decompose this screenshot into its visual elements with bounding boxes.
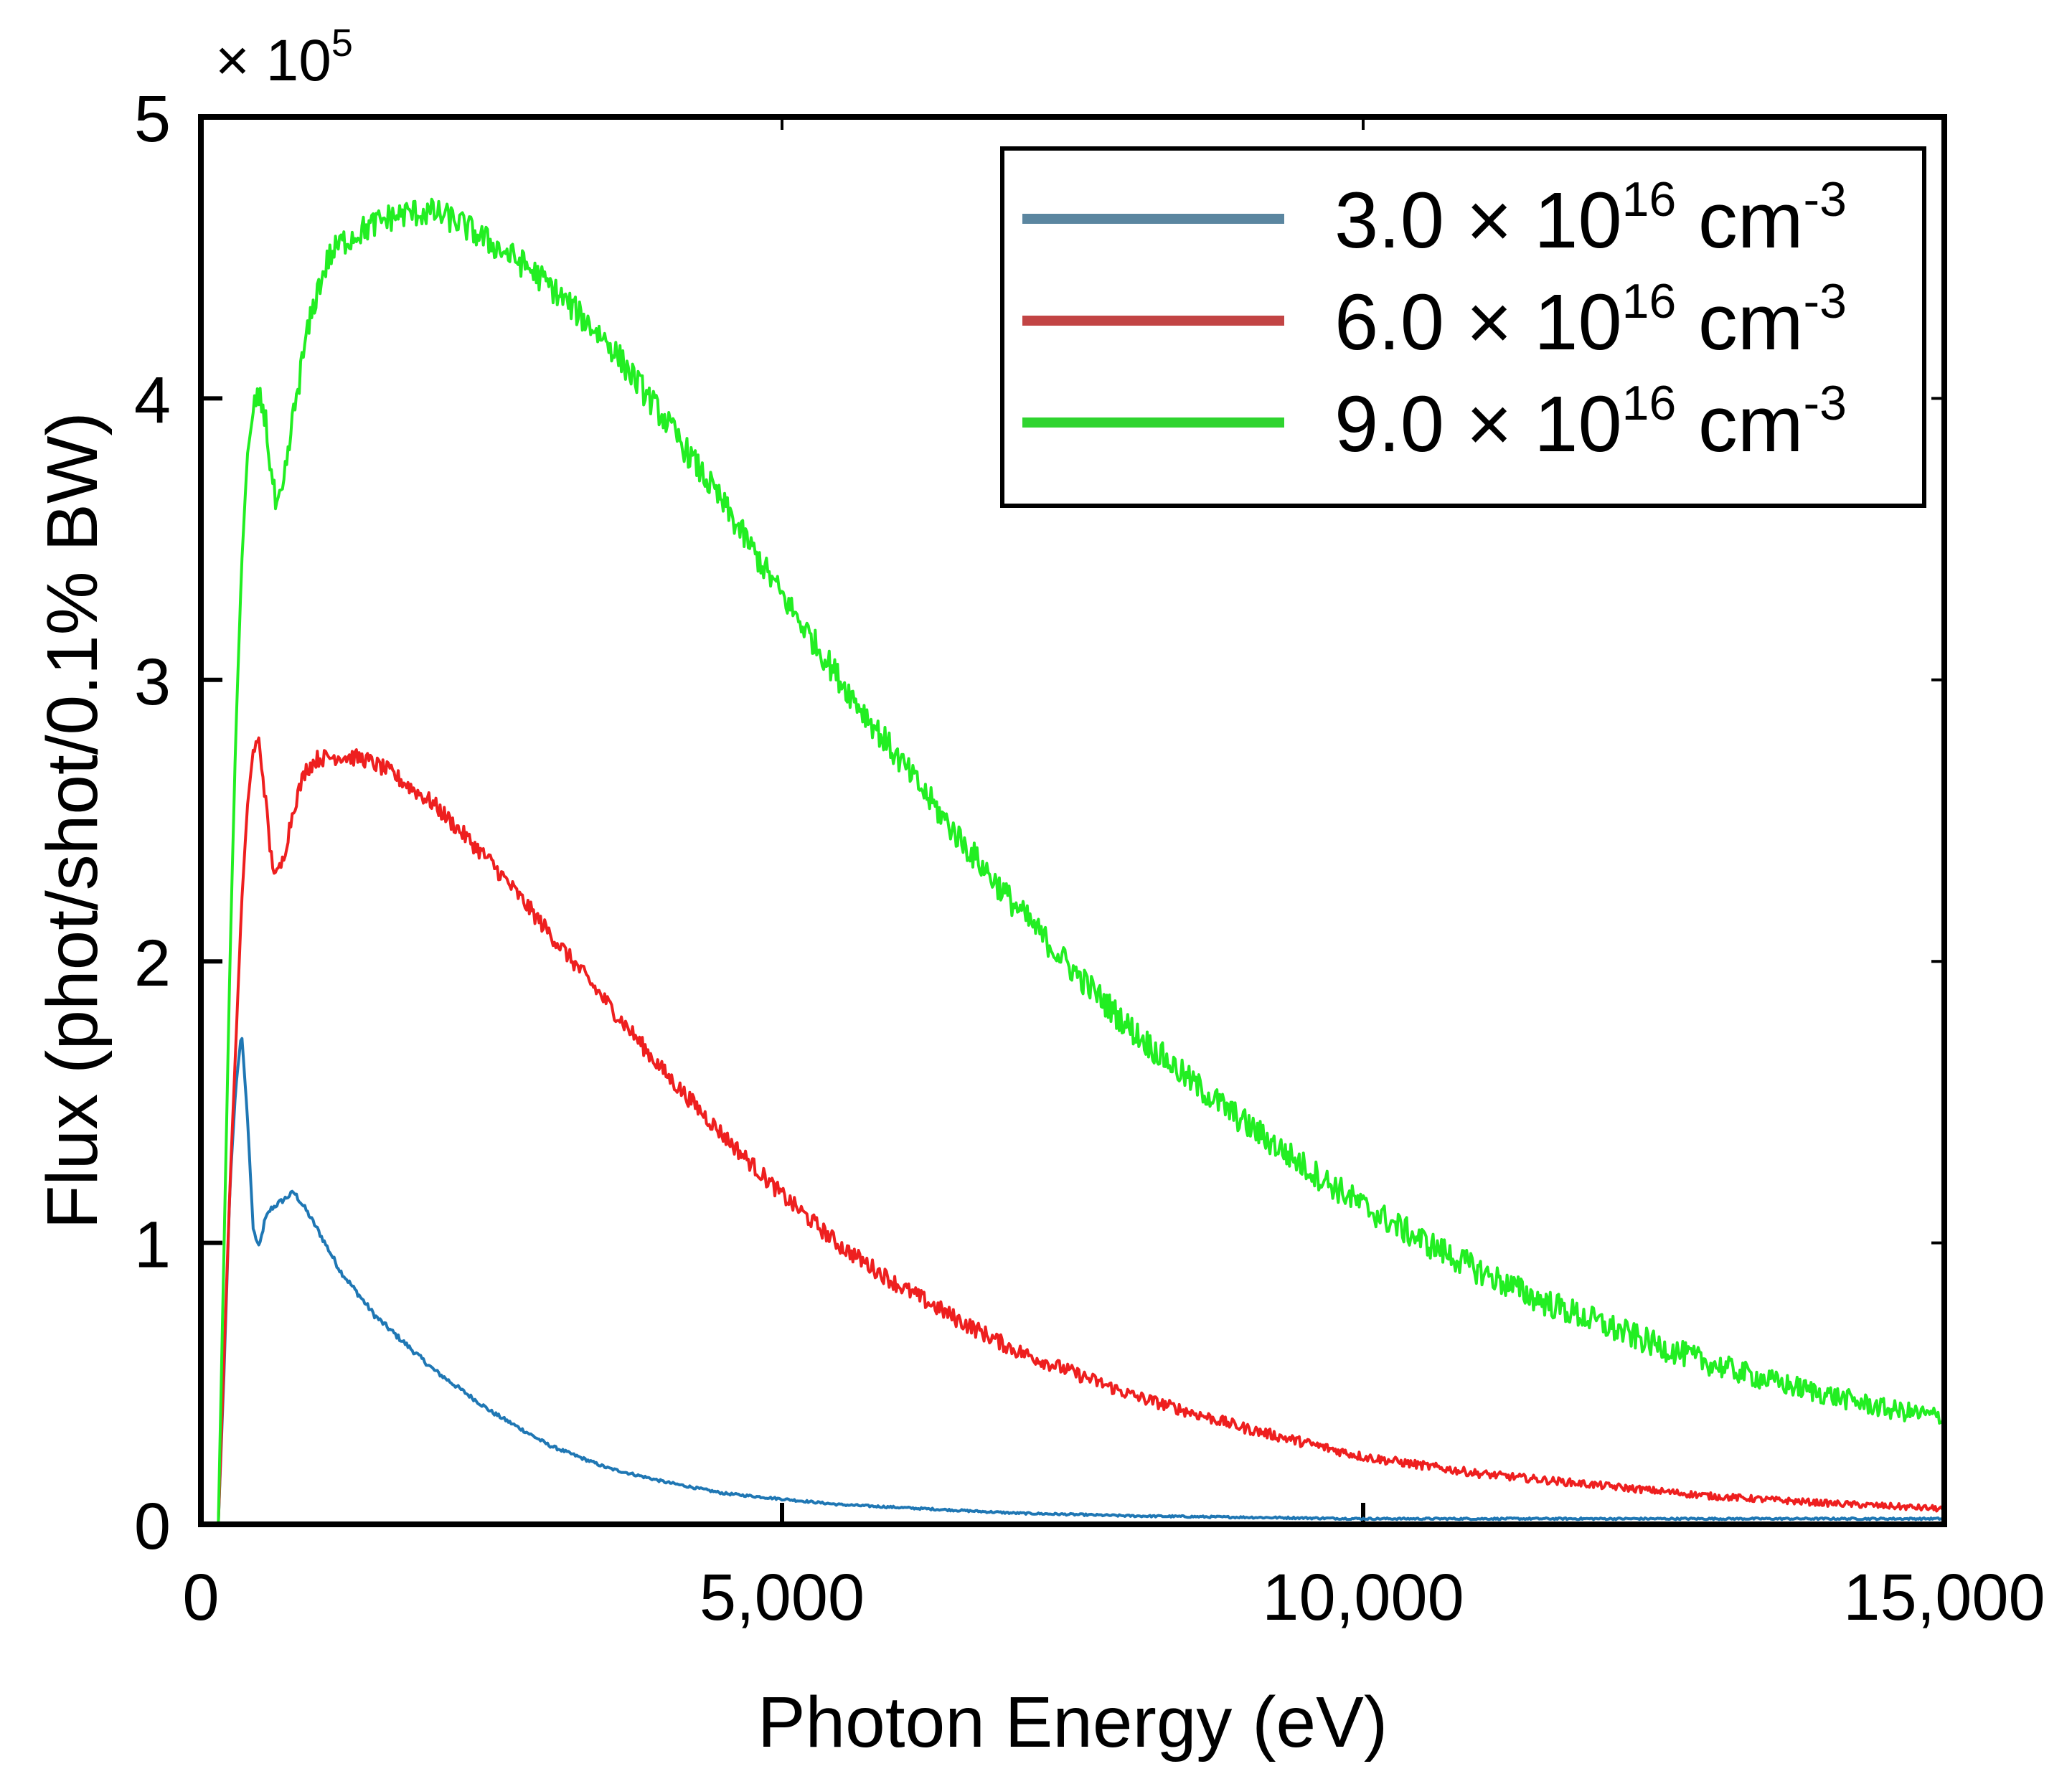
legend-label-unit-exp: -3 — [1803, 172, 1846, 227]
legend: 3.0 × 1016 cm-36.0 × 1016 cm-39.0 × 1016… — [1000, 146, 1926, 508]
legend-label-unit: cm — [1676, 176, 1803, 265]
legend-label-3: 9.0 × 1016 cm-3 — [1334, 376, 1847, 468]
series-line-3 — [217, 197, 1945, 1525]
legend-label-unit: cm — [1676, 380, 1803, 468]
y-tick-label: 3 — [134, 646, 171, 719]
x-tick-label: 0 — [182, 1561, 219, 1634]
legend-label-main: 6.0 × 10 — [1334, 278, 1622, 367]
y-axis-multiplier-exponent: 5 — [331, 22, 353, 65]
legend-box — [1000, 146, 1926, 508]
y-axis-title: Flux (phot/shot/0.1% BW) — [32, 412, 113, 1229]
x-tick-label: 15,000 — [1843, 1561, 2045, 1634]
tick-labels: 0 5,000 10,000 15,000 0 1 2 3 4 5 — [134, 82, 2045, 1634]
series-layer — [217, 197, 1945, 1525]
y-tick-label: 1 — [134, 1209, 171, 1282]
y-axis-multiplier: × 105 — [215, 22, 353, 93]
y-tick-label: 4 — [134, 364, 171, 437]
series-line-2 — [217, 736, 1945, 1525]
legend-label-2: 6.0 × 1016 cm-3 — [1334, 274, 1847, 367]
legend-label-unit-exp: -3 — [1803, 274, 1846, 329]
x-tick-label: 5,000 — [700, 1561, 865, 1634]
y-tick-label: 5 — [134, 82, 171, 156]
legend-entries: 3.0 × 1016 cm-36.0 × 1016 cm-39.0 × 1016… — [1022, 172, 1847, 468]
x-axis-title: Photon Energy (eV) — [758, 1682, 1388, 1763]
legend-label-exp: 16 — [1622, 172, 1677, 227]
legend-label-1: 3.0 × 1016 cm-3 — [1334, 172, 1847, 265]
legend-label-main: 3.0 × 10 — [1334, 176, 1622, 265]
legend-label-main: 9.0 × 10 — [1334, 380, 1622, 468]
y-tick-label: 0 — [134, 1490, 171, 1563]
x-tick-label: 10,000 — [1262, 1561, 1464, 1634]
series-line-1 — [217, 1037, 1944, 1525]
legend-label-exp: 16 — [1622, 376, 1677, 430]
y-tick-label: 2 — [134, 927, 171, 1000]
legend-label-unit-exp: -3 — [1803, 376, 1846, 430]
legend-label-unit: cm — [1676, 278, 1803, 367]
legend-label-exp: 16 — [1622, 274, 1677, 329]
y-axis-multiplier-base: × 10 — [215, 28, 331, 93]
plot-frame — [198, 114, 1947, 1527]
